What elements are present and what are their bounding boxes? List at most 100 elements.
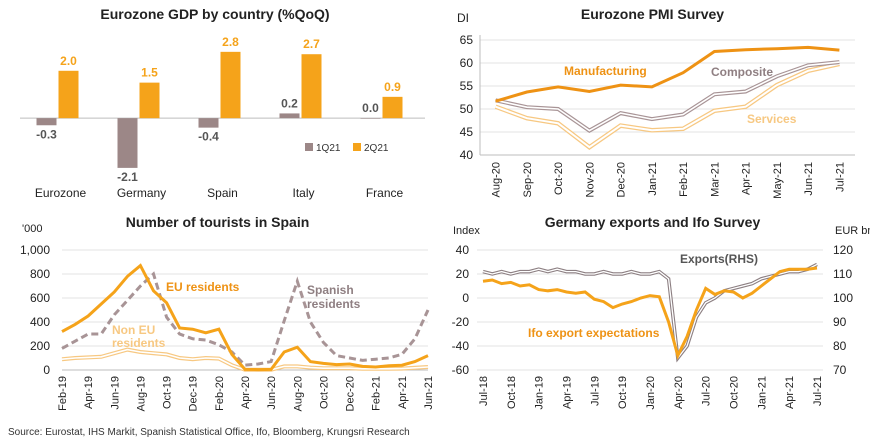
germany-y2-tick: 100 [833, 291, 853, 305]
germany-line-ifo [482, 266, 818, 360]
pmi-line-services-inner [495, 62, 840, 149]
germany-y2-tick: 70 [833, 363, 847, 377]
tourists-x-tick: Dec-20 [345, 376, 357, 411]
germany-line-exports-inner [482, 263, 818, 360]
pmi-y-tick: 65 [460, 33, 474, 47]
germany-x-tick: Jul-21 [812, 376, 824, 406]
tourists-x-tick: Feb-19 [57, 376, 69, 411]
pmi-x-tick: Jul-21 [834, 162, 846, 192]
germany-y-tick: 40 [456, 243, 470, 257]
tourists-label-non-eu: Non EU [112, 323, 155, 337]
tourists-chart-title: Number of tourists in Spain [125, 214, 310, 230]
gdp-data-label: 0.9 [384, 80, 401, 94]
tourists-chart-panel: Number of tourists in Spain '000 0 200 400 6… [0, 210, 435, 425]
germany-x-tick: Jul-19 [589, 376, 601, 406]
tourists-line-eu [61, 263, 429, 372]
germany-x-tick: Oct-19 [617, 376, 629, 409]
germany-line-exports [482, 262, 818, 363]
gdp-bar [36, 118, 57, 126]
germany-y-tick: -40 [452, 339, 470, 353]
gdp-legend-label: 2Q21 [364, 143, 389, 154]
germany-chart-title: Germany exports and Ifo Survey [544, 214, 761, 230]
tourists-x-tick: Jun-19 [109, 376, 121, 410]
gdp-bar [198, 118, 219, 128]
germany-x-tick: Jan-21 [756, 376, 768, 410]
gdp-data-label: -0.3 [36, 127, 57, 141]
pmi-x-tick: Nov-20 [584, 162, 596, 197]
germany-y-tick: -60 [452, 363, 470, 377]
germany-x-tick: Oct-20 [729, 376, 741, 409]
gdp-category-label: Germany [117, 186, 166, 200]
tourists-label-non-eu-2: residents [112, 336, 166, 350]
gdp-data-label: 2.8 [222, 35, 239, 49]
gdp-data-label: 0.0 [362, 101, 379, 115]
pmi-y-tick: 50 [460, 102, 474, 116]
tourists-label-spanish: Spanish [307, 283, 354, 297]
gdp-bar [360, 118, 381, 119]
germany-chart: Index EUR bn -60 -40 -20 0 20 40 70 80 90 100 110 120… [452, 225, 870, 410]
germany-x-tick: Apr-20 [673, 376, 685, 409]
tourists-x-tick: Dec-19 [188, 376, 200, 411]
gdp-data-label: -0.4 [198, 130, 219, 144]
pmi-x-tick: Oct-20 [553, 162, 565, 195]
germany-x-tick: Jul-18 [478, 376, 490, 406]
gdp-chart-panel: Eurozone GDP by country (%QoQ) Eurozone -… [0, 0, 430, 210]
tourists-ylabel: '000 [22, 223, 42, 235]
tourists-x-tick: Oct-20 [318, 376, 330, 409]
pmi-line-services [494, 61, 840, 150]
pmi-line-manufacturing [495, 45, 840, 103]
tourists-x-tick: Feb-21 [371, 376, 383, 411]
pmi-x-tick: Mar-21 [709, 162, 721, 197]
gdp-chart: Eurozone -0.3 2.0 Germany -2.1 1.5 Spain -0.4 2.… [20, 35, 425, 200]
pmi-ylabel: DI [457, 11, 469, 25]
gdp-legend-label: 1Q21 [316, 143, 341, 154]
tourists-y-tick: 600 [30, 291, 50, 305]
germany-x-tick: Oct-18 [506, 376, 518, 409]
germany-y2-tick: 110 [833, 267, 852, 281]
tourists-line-spanish [61, 271, 430, 367]
gdp-bar [58, 70, 79, 119]
germany-chart-panel: Germany exports and Ifo Survey Index EUR … [435, 210, 870, 425]
germany-y-tick: -20 [452, 315, 470, 329]
tourists-x-tick: Apr-20 [240, 376, 252, 409]
germany-x-tick: Jul-20 [701, 376, 713, 406]
tourists-x-tick: Apr-21 [397, 376, 409, 409]
pmi-x-tick: Jun-21 [803, 162, 815, 196]
gdp-chart-title: Eurozone GDP by country (%QoQ) [100, 6, 330, 22]
germany-y2-tick: 120 [833, 243, 853, 257]
tourists-x-tick: Aug-19 [135, 376, 147, 411]
pmi-line-composite-inner [495, 61, 840, 132]
pmi-chart: DI 40 45 50 55 60 65 Aug-20 Sep-20 Oct-20 Nov-20 De… [457, 11, 855, 199]
pmi-x-tick: Aug-20 [491, 162, 503, 197]
germany-x-tick: Jan-19 [534, 376, 546, 410]
gdp-bar [117, 118, 138, 168]
gdp-bar [220, 51, 241, 119]
pmi-series-label-manufacturing: Manufacturing [564, 64, 647, 78]
pmi-x-tick: Feb-21 [678, 162, 690, 197]
tourists-x-tick: Apr-19 [83, 376, 95, 409]
germany-label-ifo: Ifo export expectations [528, 326, 660, 340]
germany-y2-tick: 90 [833, 315, 847, 329]
pmi-y-tick: 45 [460, 125, 474, 139]
tourists-y-tick: 1,000 [20, 243, 50, 257]
germany-y-tick: 20 [456, 267, 470, 281]
pmi-series-label-composite: Composite [711, 65, 773, 79]
pmi-x-tick: Sep-20 [522, 162, 534, 197]
gdp-category-label: Italy [292, 186, 314, 200]
germany-label-exports: Exports(RHS) [680, 252, 758, 266]
gdp-bar [382, 96, 403, 119]
tourists-x-tick: Jun-21 [423, 376, 435, 410]
pmi-series-label-services: Services [747, 112, 797, 126]
gdp-data-label: 0.2 [281, 96, 298, 110]
gdp-category-label: Eurozone [35, 186, 87, 200]
pmi-y-tick: 55 [460, 79, 474, 93]
pmi-chart-title: Eurozone PMI Survey [580, 6, 725, 22]
tourists-y-tick: 0 [43, 363, 50, 377]
gdp-category-label: Spain [207, 186, 238, 200]
gdp-data-label: 2.0 [60, 54, 77, 68]
germany-x-tick: Jan-20 [645, 376, 657, 410]
gdp-legend-swatch [353, 143, 361, 151]
gdp-data-label: 2.7 [303, 37, 320, 51]
gdp-bar [139, 82, 160, 119]
gdp-category-label: France [366, 186, 404, 200]
